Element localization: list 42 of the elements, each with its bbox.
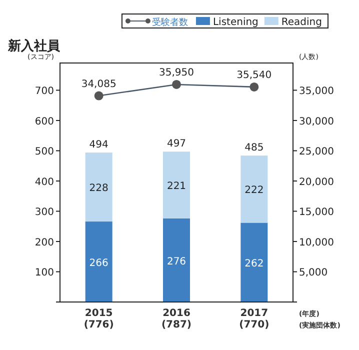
bar <box>240 156 268 223</box>
point <box>250 82 259 92</box>
y2-tick-label: 20,000 <box>299 176 334 188</box>
y2-tick-label: 35,000 <box>299 86 334 98</box>
bar <box>240 222 268 302</box>
data-label: 35,950 <box>159 67 194 78</box>
bar <box>163 218 190 302</box>
x-tick-label: 2016 (787) <box>161 308 192 330</box>
data-label: 276 <box>166 256 186 268</box>
data-label: 266 <box>89 258 108 269</box>
bar <box>85 152 112 222</box>
y-tick-label: 400 <box>34 176 54 188</box>
y-tick-label: 600 <box>34 116 54 128</box>
y2-tick-label: 10,000 <box>299 237 334 248</box>
y-tick-label: 100 <box>34 268 54 279</box>
total-label: 485 <box>244 142 264 154</box>
point <box>172 80 181 89</box>
data-label: 222 <box>244 185 264 196</box>
total-label: 494 <box>89 140 108 151</box>
point <box>94 91 104 100</box>
y-tick-label: 200 <box>34 237 54 248</box>
data-label: 35,540 <box>236 70 272 81</box>
y-tick-label: 500 <box>34 146 54 158</box>
data-label: 34,085 <box>81 78 116 90</box>
bar <box>163 152 190 218</box>
y2-tick-label: 15,000 <box>299 207 334 218</box>
legend-label: 受験者数 <box>152 17 188 28</box>
chart-title: 新入社員 <box>7 38 61 54</box>
data-label: 262 <box>244 258 264 270</box>
total-label: 497 <box>166 138 186 150</box>
x-tick-label: 2015 (776) <box>84 308 114 330</box>
x-tick-label: 2017 (770) <box>239 308 270 330</box>
y-tick-label: 300 <box>34 207 54 218</box>
data-label: 221 <box>166 181 186 192</box>
y2-tick-label: 25,000 <box>299 146 334 158</box>
bar <box>85 222 112 302</box>
y-tick-label: 700 <box>34 86 54 98</box>
legend-label: Reading <box>281 17 322 28</box>
legend-label: Listening <box>212 17 258 28</box>
data-label: 228 <box>89 183 108 194</box>
y2-tick-label: 5,000 <box>299 268 328 279</box>
y2-tick-label: 30,000 <box>299 116 334 128</box>
